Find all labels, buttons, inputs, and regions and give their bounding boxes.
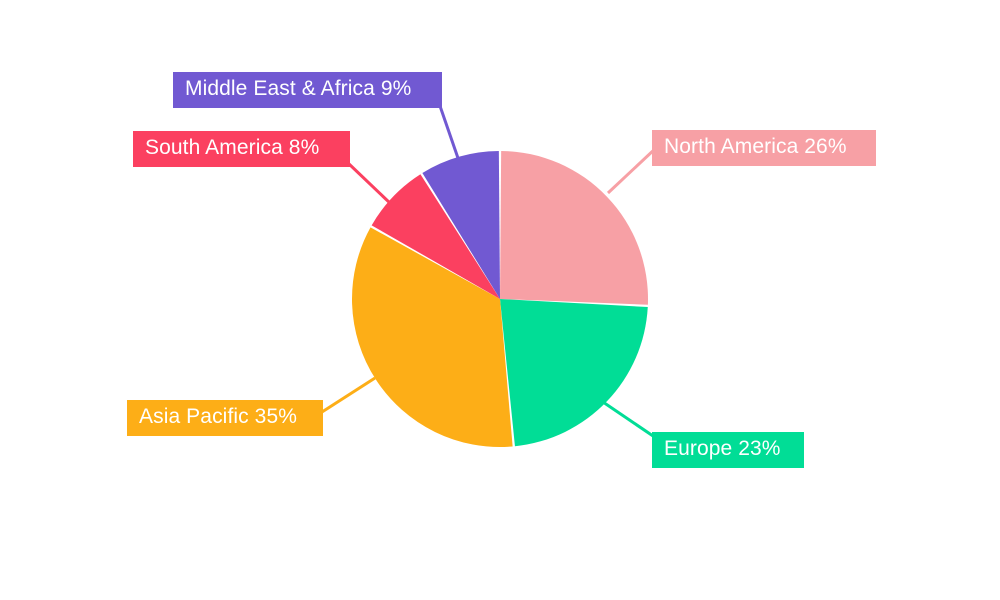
slice-label-europe[interactable]: Europe 23% <box>652 432 804 468</box>
slice-label-north-america[interactable]: North America 26% <box>652 130 876 166</box>
slice-label-text: Middle East & Africa 9% <box>185 77 412 100</box>
leader-line-europe <box>599 398 657 440</box>
pie-slice-south-america[interactable] <box>371 174 500 299</box>
leader-line-asia-pacific <box>321 376 376 414</box>
pie-slice-north-america[interactable] <box>500 151 649 305</box>
pie-slice-group <box>352 151 649 447</box>
leader-line-group <box>321 105 658 440</box>
leader-line-north-america <box>606 146 658 195</box>
leader-line-south-america <box>346 161 394 207</box>
slice-label-middle-east-africa[interactable]: Middle East & Africa 9% <box>173 72 442 108</box>
pie-slice-asia-pacific[interactable] <box>352 227 513 447</box>
slice-label-text: North America 26% <box>664 135 847 158</box>
pie-slice-europe[interactable] <box>500 299 648 447</box>
slice-label-text: Asia Pacific 35% <box>139 405 298 428</box>
slice-label-south-america[interactable]: South America 8% <box>133 131 350 167</box>
pie-slice-middle-east-africa[interactable] <box>422 151 500 299</box>
leader-line-middle-east-africa <box>438 105 461 162</box>
slice-label-text: South America 8% <box>145 136 320 159</box>
slice-label-text: Europe 23% <box>664 437 781 460</box>
slice-label-asia-pacific[interactable]: Asia Pacific 35% <box>127 400 323 436</box>
